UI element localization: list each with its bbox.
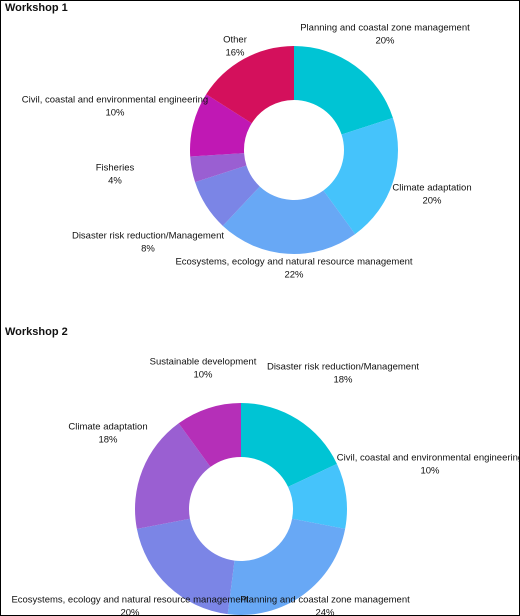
donut-slice — [294, 46, 393, 135]
slice-label: Planning and coastal zone management — [300, 22, 470, 33]
donut-slice — [134, 423, 211, 529]
donut-slice — [136, 518, 235, 615]
slice-value-label: 4% — [108, 175, 122, 186]
slice-label: Sustainable development — [150, 356, 257, 367]
donut-slice — [288, 463, 347, 529]
slice-label: Climate adaptation — [392, 182, 471, 193]
slice-label: Planning and coastal zone management — [240, 594, 410, 605]
slice-value-label: 22% — [284, 269, 304, 280]
slice-value-label: 20% — [422, 195, 442, 206]
donut-slice — [195, 165, 260, 226]
slice-value-label: 18% — [333, 374, 353, 385]
slice-label: Disaster risk reduction/Management — [267, 361, 419, 372]
slice-label: Disaster risk reduction/Management — [72, 230, 224, 241]
donut-slice — [323, 117, 398, 235]
slice-label: Fisheries — [96, 162, 135, 173]
chart-title: Workshop 1 — [5, 2, 68, 14]
slice-value-label: 20% — [120, 607, 140, 616]
chart-title: Workshop 2 — [5, 326, 68, 338]
slice-value-label: 20% — [375, 35, 395, 46]
donut-slice — [241, 403, 337, 487]
slice-label: Ecosystems, ecology and natural resource… — [11, 594, 248, 605]
slice-value-label: 10% — [105, 107, 125, 118]
slice-value-label: 24% — [315, 607, 335, 616]
slice-label: Climate adaptation — [68, 421, 147, 432]
slice-value-label: 10% — [193, 369, 213, 380]
slice-label: Ecosystems, ecology and natural resource… — [175, 256, 412, 267]
donut-slice — [206, 46, 294, 124]
donut-slice — [190, 153, 247, 183]
slice-value-label: 10% — [420, 465, 440, 476]
slice-label: Civil, coastal and environmental enginee… — [337, 452, 520, 463]
donut-slice — [222, 186, 356, 255]
slice-label: Other — [223, 34, 247, 45]
donut-slice — [190, 94, 252, 157]
slice-value-label: 8% — [141, 243, 155, 254]
slice-value-label: 18% — [98, 434, 118, 445]
donut-slice — [178, 403, 241, 467]
slice-label: Civil, coastal and environmental enginee… — [22, 94, 208, 105]
donut-slice — [227, 518, 346, 615]
slice-value-label: 16% — [225, 47, 245, 58]
